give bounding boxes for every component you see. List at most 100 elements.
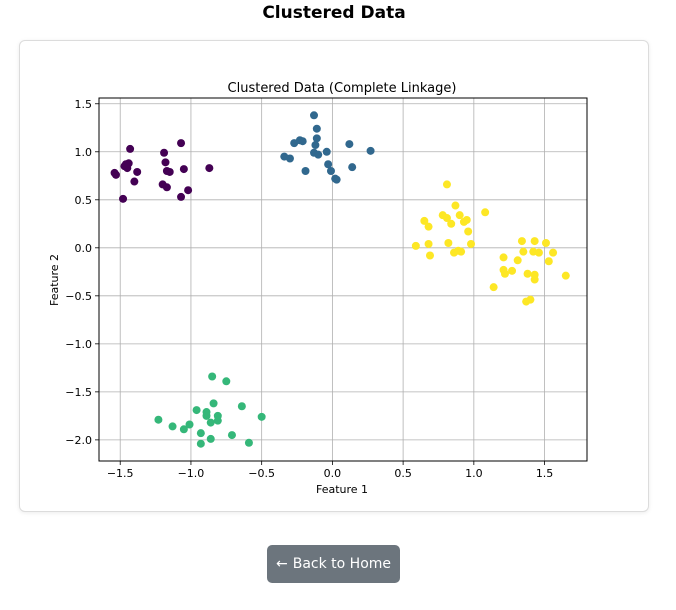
data-point (513, 256, 522, 265)
data-point (202, 408, 211, 417)
data-point (126, 144, 135, 153)
data-point (424, 222, 433, 231)
data-point (420, 216, 429, 225)
y-tick-label: 0.5 (75, 194, 93, 207)
data-point (519, 247, 528, 256)
data-point (237, 402, 246, 411)
data-point (489, 283, 498, 292)
data-point (451, 201, 460, 210)
data-point (517, 237, 526, 246)
data-point (530, 275, 539, 284)
x-tick-label: 1.0 (465, 467, 483, 480)
data-point (411, 241, 420, 250)
data-point (324, 160, 333, 169)
data-point (462, 215, 471, 224)
data-point (425, 251, 434, 260)
data-point (185, 420, 194, 429)
data-point (311, 141, 320, 150)
data-point (444, 239, 453, 248)
chart-title: Clustered Data (Complete Linkage) (228, 81, 457, 96)
data-point (481, 208, 490, 217)
data-point (530, 237, 539, 246)
x-tick-label: −1.5 (107, 467, 134, 480)
data-point (168, 422, 177, 431)
y-tick-label: −1.0 (65, 338, 92, 351)
data-points (110, 111, 570, 448)
y-tick-label: 1.0 (75, 146, 93, 159)
data-point (121, 160, 130, 169)
data-point (310, 111, 319, 120)
data-point (424, 239, 433, 248)
axis-ticks: −1.5 −1.0 −0.5 0.0 0.5 1.0 1.5 1.5 1.0 0.5 0.0 −0.5… (65, 98, 553, 480)
data-point (534, 248, 543, 257)
data-point (196, 429, 205, 438)
data-point (301, 166, 310, 175)
data-point (499, 253, 508, 262)
data-point (366, 146, 375, 155)
data-point (192, 406, 201, 415)
x-tick-label: −1.0 (178, 467, 205, 480)
x-tick-label: −0.5 (248, 467, 275, 480)
y-tick-label: −1.5 (65, 386, 92, 399)
back-button-label: Back to Home (292, 556, 392, 572)
data-point (205, 164, 214, 173)
data-point (442, 214, 451, 223)
plot-frame (98, 97, 588, 462)
data-point (561, 271, 570, 280)
data-point (549, 248, 558, 257)
data-point (541, 239, 550, 248)
data-point (345, 140, 354, 149)
data-point (312, 124, 321, 133)
data-point (161, 158, 170, 167)
data-point (222, 377, 231, 386)
x-tick-label: 1.5 (536, 467, 554, 480)
data-point (177, 192, 186, 201)
x-axis-label: Feature 1 (316, 483, 368, 496)
data-point (257, 412, 266, 421)
data-point (208, 372, 217, 381)
data-point (179, 425, 188, 434)
scatter-chart: Clustered Data (Complete Linkage) −1.5 −1… (48, 81, 588, 496)
x-tick-label: 0.0 (324, 467, 342, 480)
data-point (447, 219, 456, 228)
data-point (227, 431, 236, 440)
y-tick-label: 1.5 (75, 98, 93, 111)
grid-lines (99, 98, 587, 461)
data-point (130, 177, 139, 186)
page-title: Clustered Data (262, 3, 406, 23)
data-point (508, 266, 517, 275)
data-point (322, 147, 331, 156)
data-point (196, 439, 205, 448)
data-point (158, 180, 167, 189)
data-point (285, 154, 294, 163)
back-to-home-button[interactable]: ← Back to Home (267, 545, 400, 583)
data-point (332, 175, 341, 184)
data-point (209, 399, 218, 408)
data-point (111, 170, 120, 179)
back-arrow-icon: ← (275, 556, 288, 572)
data-point (177, 139, 186, 148)
data-point (119, 194, 128, 203)
data-point (184, 186, 193, 195)
data-point (160, 148, 169, 157)
data-point (244, 438, 253, 447)
y-axis-label: Feature 2 (48, 254, 61, 306)
data-point (206, 434, 215, 443)
data-point (464, 227, 473, 236)
data-point (500, 269, 509, 278)
y-tick-label: 0.0 (75, 242, 93, 255)
data-point (442, 180, 451, 189)
x-tick-label: 0.5 (394, 467, 412, 480)
y-tick-label: −2.0 (65, 434, 92, 447)
data-point (213, 416, 222, 425)
data-point (154, 415, 163, 424)
data-point (467, 239, 476, 248)
data-point (165, 167, 174, 176)
y-tick-label: −0.5 (65, 290, 92, 303)
data-point (544, 257, 553, 266)
data-point (314, 150, 323, 159)
data-point (526, 295, 535, 304)
chart-card: Clustered Data (Complete Linkage) −1.5 −1… (19, 40, 649, 512)
data-point (348, 163, 357, 172)
data-point (326, 166, 335, 175)
